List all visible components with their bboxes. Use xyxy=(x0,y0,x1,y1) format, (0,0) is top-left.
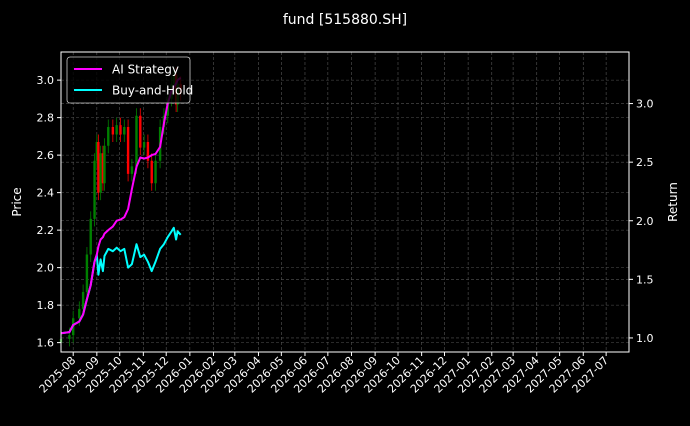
candle-body xyxy=(89,218,92,255)
y-left-tick-label: 3.0 xyxy=(37,74,55,87)
candle-body xyxy=(93,160,96,219)
candle-body xyxy=(97,142,100,193)
candle-body xyxy=(81,292,85,309)
candle-body xyxy=(139,115,142,148)
y-axis-left: 1.6 1.8 2.0 2.2 2.4 2.6 2.8 3.0 xyxy=(37,74,61,350)
y-axis-left-label: Price xyxy=(10,187,24,216)
y-right-tick-label: 1.0 xyxy=(636,332,654,345)
y-left-tick-label: 2.4 xyxy=(37,187,55,200)
chart-title: fund [515880.SH] xyxy=(283,12,407,28)
series-line-ai-strategy xyxy=(60,76,182,335)
candle-body xyxy=(95,142,99,161)
legend: AI Strategy Buy-and-Hold xyxy=(66,56,193,104)
y-left-tick-label: 1.8 xyxy=(37,299,55,312)
candle-body xyxy=(103,145,106,184)
candle-body xyxy=(150,160,153,184)
candle-body xyxy=(142,142,146,148)
candle-body xyxy=(107,127,110,146)
legend-label-ai-strategy: AI Strategy xyxy=(112,63,179,77)
plot-frame xyxy=(60,51,630,353)
candle-body xyxy=(68,335,71,339)
y-right-tick-label: 2.5 xyxy=(636,156,654,169)
candle-body xyxy=(111,127,115,135)
candle-body xyxy=(123,127,126,135)
y-axis-right-label: Return xyxy=(666,182,680,222)
y-left-tick-label: 2.2 xyxy=(37,224,55,237)
y-left-tick-label: 2.8 xyxy=(37,112,55,125)
candle-body xyxy=(130,166,134,174)
x-axis: 2025-082025-092025-102025-112025-122026-… xyxy=(37,352,611,396)
y-axis-right: 1.0 1.5 2.0 2.5 3.0 xyxy=(629,98,654,345)
candle-body xyxy=(135,115,138,167)
candle-body xyxy=(154,160,157,184)
candle-body xyxy=(99,153,102,193)
y-right-tick-label: 1.5 xyxy=(636,273,654,286)
legend-label-buy-and-hold: Buy-and-Hold xyxy=(112,84,193,98)
candle-body xyxy=(126,127,130,174)
price-candles xyxy=(59,67,182,351)
candle-body xyxy=(146,142,150,161)
y-left-tick-label: 2.6 xyxy=(37,149,55,162)
y-left-tick-label: 1.6 xyxy=(37,337,55,350)
candle-body xyxy=(101,153,105,184)
candle-body xyxy=(85,254,89,292)
series-lines xyxy=(60,76,182,335)
candle-body xyxy=(119,125,122,135)
y-right-tick-label: 3.0 xyxy=(636,98,654,111)
y-right-tick-label: 2.0 xyxy=(636,215,654,228)
candle-body xyxy=(115,125,118,135)
y-left-tick-label: 2.0 xyxy=(37,262,55,275)
candle-body xyxy=(78,308,81,319)
